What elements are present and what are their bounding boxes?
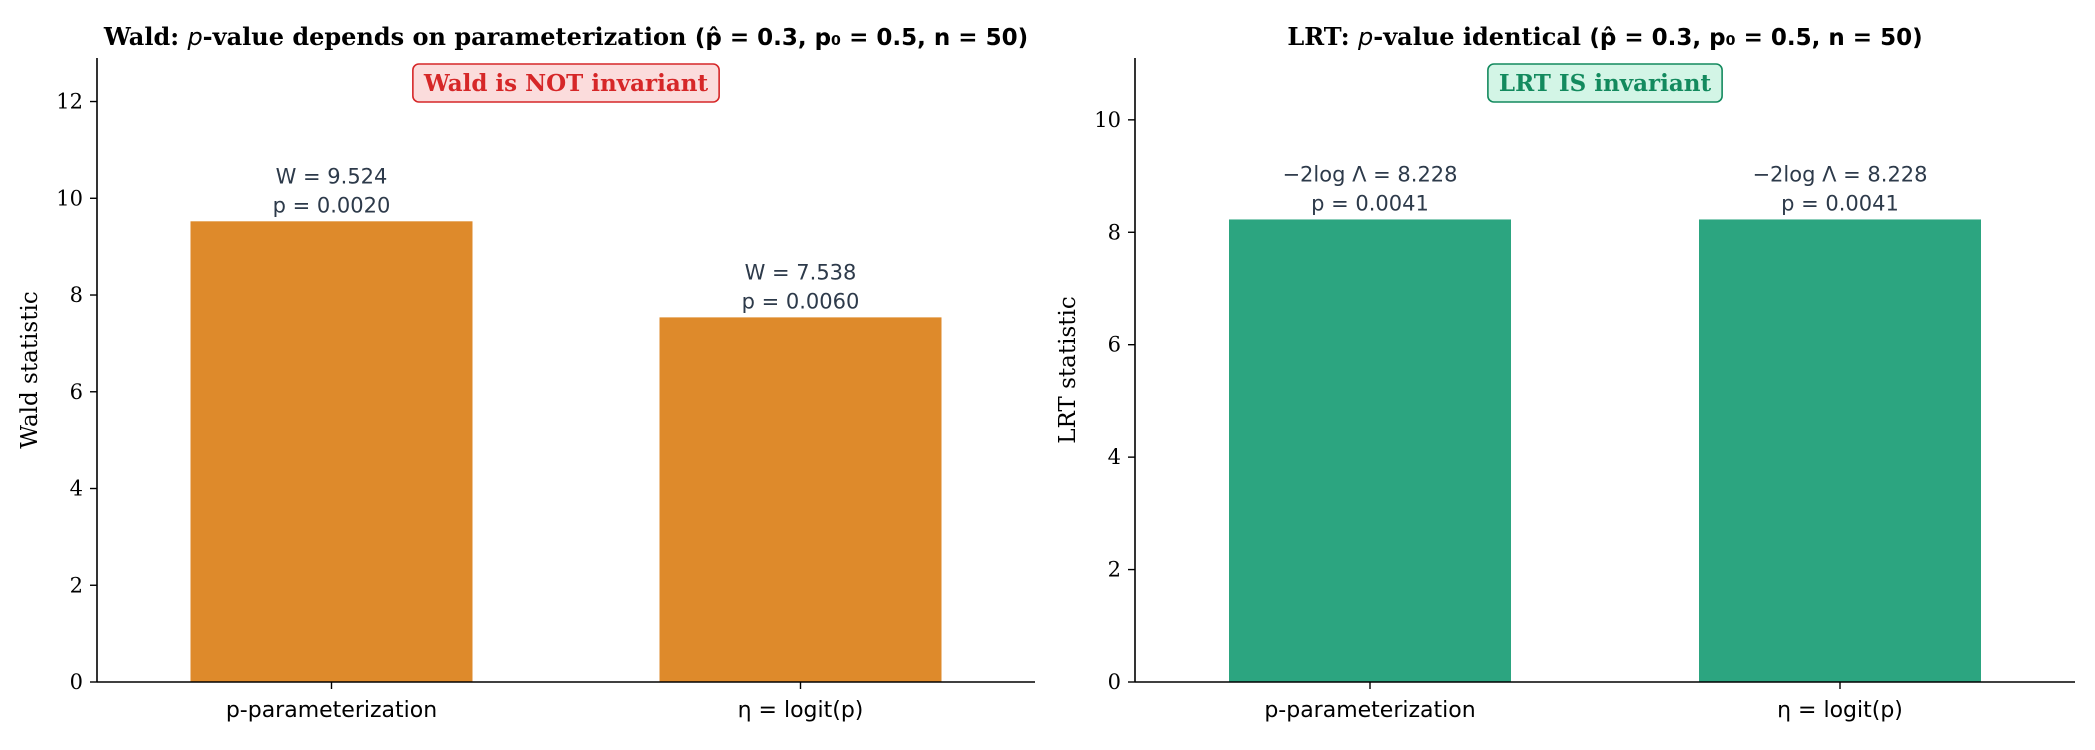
bar-label-statistic: W = 7.538 bbox=[745, 260, 857, 284]
invariance-badge: LRT IS invariant bbox=[1487, 63, 1723, 103]
badge-box bbox=[412, 63, 720, 103]
y-tick-label: 2 bbox=[70, 573, 83, 597]
y-tick-label: 8 bbox=[1108, 220, 1121, 244]
y-axis-label: LRT statistic bbox=[1055, 296, 1081, 443]
title-prefix: LRT: bbox=[1287, 22, 1358, 51]
invariance-badge: Wald is NOT invariant bbox=[412, 63, 720, 103]
y-axis-label: Wald statistic bbox=[17, 291, 43, 448]
bar-label-pvalue: p = 0.0020 bbox=[273, 193, 391, 217]
badge-text: LRT IS invariant bbox=[1499, 70, 1712, 97]
y-tick-label: 6 bbox=[70, 380, 83, 404]
bar-label-pvalue: p = 0.0041 bbox=[1311, 191, 1429, 215]
chart-title: LRT: p-value identical (p̂ = 0.3, p₀ = 0… bbox=[1287, 22, 1922, 51]
y-tick-label: 8 bbox=[70, 283, 83, 307]
bar-label-statistic: −2log Λ = 8.228 bbox=[1752, 162, 1927, 186]
x-tick-label: p-parameterization bbox=[226, 698, 437, 723]
bar-label-statistic: W = 9.524 bbox=[276, 164, 388, 188]
bar bbox=[190, 221, 473, 682]
title-params: (p̂ = 0.3, p₀ = 0.5, n = 50) bbox=[695, 25, 1028, 51]
bar bbox=[1229, 219, 1511, 682]
y-tick-label: 0 bbox=[1108, 670, 1121, 694]
y-tick-label: 10 bbox=[1094, 108, 1121, 132]
y-tick-label: 6 bbox=[1108, 333, 1121, 357]
bar bbox=[659, 317, 942, 682]
y-tick-label: 2 bbox=[1108, 558, 1121, 582]
bar-label-pvalue: p = 0.0060 bbox=[742, 289, 860, 313]
title-prefix: Wald: bbox=[103, 22, 188, 51]
title-params: (p̂ = 0.3, p₀ = 0.5, n = 50) bbox=[1589, 25, 1922, 51]
title-italic: p bbox=[1357, 23, 1373, 51]
badge-box bbox=[1487, 63, 1723, 103]
title-main: -value depends on parameterization bbox=[203, 22, 695, 51]
y-tick-label: 4 bbox=[1108, 445, 1121, 469]
y-tick-label: 12 bbox=[56, 90, 83, 114]
bar-label-pvalue: p = 0.0041 bbox=[1781, 191, 1899, 215]
title-italic: p bbox=[186, 23, 202, 51]
x-tick-label: p-parameterization bbox=[1264, 698, 1475, 723]
x-tick-label: η = logit(p) bbox=[738, 698, 864, 723]
wald-panel: Wald: p-value depends on parameterizatio… bbox=[17, 22, 1035, 723]
title-main: -value identical bbox=[1373, 22, 1589, 51]
x-tick-label: η = logit(p) bbox=[1777, 698, 1903, 723]
y-tick-label: 0 bbox=[70, 670, 83, 694]
bar-label-statistic: −2log Λ = 8.228 bbox=[1282, 162, 1457, 186]
y-tick-label: 10 bbox=[56, 186, 83, 210]
lrt-panel: LRT: p-value identical (p̂ = 0.3, p₀ = 0… bbox=[1055, 22, 2075, 723]
bar bbox=[1699, 219, 1981, 682]
chart-title: Wald: p-value depends on parameterizatio… bbox=[103, 22, 1028, 51]
badge-text: Wald is NOT invariant bbox=[423, 70, 709, 97]
y-tick-label: 4 bbox=[70, 477, 83, 501]
